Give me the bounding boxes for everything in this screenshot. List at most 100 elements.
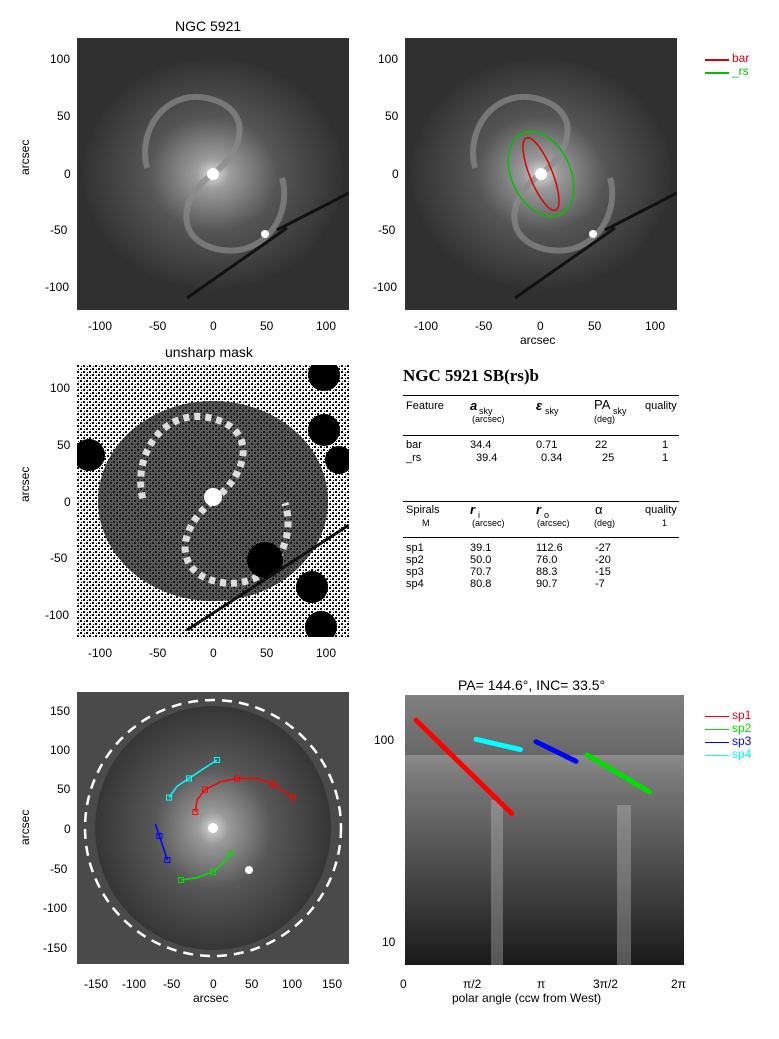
table-rule — [403, 395, 679, 396]
x-tick: 0 — [400, 977, 407, 991]
x-tick: 50 — [260, 319, 274, 333]
ring-header: quality — [645, 400, 677, 412]
spiral-header: r — [536, 502, 542, 517]
x-tick: 100 — [282, 977, 303, 991]
spiral-header-unit: (arcsec) — [472, 518, 505, 528]
spiral-header: r — [470, 502, 476, 517]
spiral-header: Spirals — [406, 504, 440, 516]
y-tick: 100 — [50, 743, 71, 757]
legend-sp2-line — [705, 729, 729, 730]
spiral-cell: sp1 — [406, 542, 424, 554]
panel2-xlabel: arcsec — [520, 333, 556, 347]
spiral-cell: -15 — [595, 566, 611, 578]
spiral-cell: sp4 — [406, 578, 424, 590]
trace-marker-sp4 — [166, 794, 172, 801]
spiral-cell: 70.7 — [470, 566, 492, 578]
trace-marker-sp1 — [202, 786, 208, 793]
legend-sp2-label: sp2 — [732, 721, 752, 735]
y-tick: 100 — [378, 52, 399, 66]
ring-cell: 1 — [662, 452, 669, 464]
y-tick: -100 — [45, 608, 70, 622]
ring-header-unit: (deg) — [594, 414, 616, 424]
legend-sp3-line — [705, 742, 729, 743]
x-tick: 50 — [260, 646, 274, 660]
y-tick: 0 — [64, 167, 71, 181]
panel5-xlabel: arcsec — [193, 991, 229, 1005]
ring-header: Feature — [406, 400, 444, 412]
spiral-cell: 39.1 — [470, 542, 492, 554]
ring-cell: 22 — [595, 439, 608, 451]
x-tick: 50 — [245, 977, 259, 991]
y-tick: -150 — [43, 941, 68, 955]
galaxy-image — [77, 38, 349, 310]
series-sp2 — [584, 752, 652, 795]
ring-cell: 34.4 — [470, 439, 492, 451]
trace-marker-sp2 — [227, 850, 234, 857]
x-tick: 50 — [588, 319, 602, 333]
trace-marker-sp2 — [178, 877, 184, 883]
y-tick: 0 — [64, 822, 71, 836]
trace-marker-sp1 — [192, 809, 199, 815]
panel1-ylabel: arcsec — [18, 139, 32, 175]
x-tick: -50 — [149, 646, 167, 660]
y-tick: 10 — [382, 935, 396, 949]
legend-bar-line — [705, 59, 729, 61]
table-rule — [403, 501, 679, 502]
series-sp3 — [533, 739, 579, 764]
spiral-cell: sp3 — [406, 566, 424, 578]
ring-header: a — [470, 398, 478, 413]
trace-sp2 — [180, 853, 232, 881]
series-sp1 — [413, 717, 515, 816]
x-tick: 0 — [210, 319, 217, 333]
ring-header-sub: sky — [479, 406, 493, 416]
x-tick: 0 — [537, 319, 544, 333]
y-tick: -50 — [50, 223, 68, 237]
spiral-header-sub: i — [478, 510, 480, 520]
ring-cell: 0.34 — [541, 452, 563, 464]
panel3-ylabel: arcsec — [18, 466, 32, 502]
panel3-title: unsharp mask — [165, 344, 253, 360]
series-sp4 — [473, 736, 523, 753]
x-tick: 0 — [210, 977, 217, 991]
spiral-cell: -7 — [595, 578, 605, 590]
ring-header: ε — [536, 398, 543, 413]
y-tick: 50 — [57, 782, 71, 796]
y-tick: 0 — [392, 167, 399, 181]
galaxy-ellipse-image — [405, 38, 677, 310]
y-tick: 100 — [50, 381, 71, 395]
spiral-header-unit: M — [422, 518, 430, 528]
panel6-title: PA= 144.6°, INC= 33.5° — [458, 677, 606, 693]
spiral-cell: 88.3 — [536, 566, 558, 578]
y-tick: 100 — [374, 733, 395, 747]
trace-sp4 — [168, 759, 218, 799]
ring-cell: bar — [406, 439, 422, 451]
ring-header-sub: sky — [613, 406, 627, 416]
y-tick: -100 — [373, 280, 398, 294]
x-tick: 100 — [316, 319, 337, 333]
spiral-header-unit: (arcsec) — [537, 518, 570, 528]
legend-sp1-label: sp1 — [732, 708, 752, 722]
x-tick: -50 — [149, 319, 167, 333]
table-rule — [403, 435, 679, 436]
ring-header: PA — [594, 397, 611, 412]
ring-cell: 39.4 — [476, 452, 498, 464]
spiral-cell: 50.0 — [470, 554, 492, 566]
trace-marker-sp1 — [270, 781, 276, 787]
x-tick: -100 — [414, 319, 439, 333]
trace-sp3 — [154, 823, 169, 861]
ring-header-sub: sky — [545, 406, 559, 416]
x-tick: 3π/2 — [593, 977, 618, 991]
legend-sp4-line — [705, 755, 729, 756]
ring-cell: _rs — [406, 452, 422, 464]
spiral-header-sub: o — [544, 510, 550, 520]
spiral-header: α — [595, 502, 603, 517]
x-tick: 100 — [316, 646, 337, 660]
y-tick: -100 — [45, 280, 70, 294]
y-tick: 0 — [64, 495, 71, 509]
legend-bar-label: bar — [732, 51, 750, 65]
x-tick: -50 — [475, 319, 493, 333]
x-tick: 2π — [671, 977, 686, 991]
y-tick: -50 — [50, 862, 68, 876]
y-tick: 50 — [57, 109, 71, 123]
